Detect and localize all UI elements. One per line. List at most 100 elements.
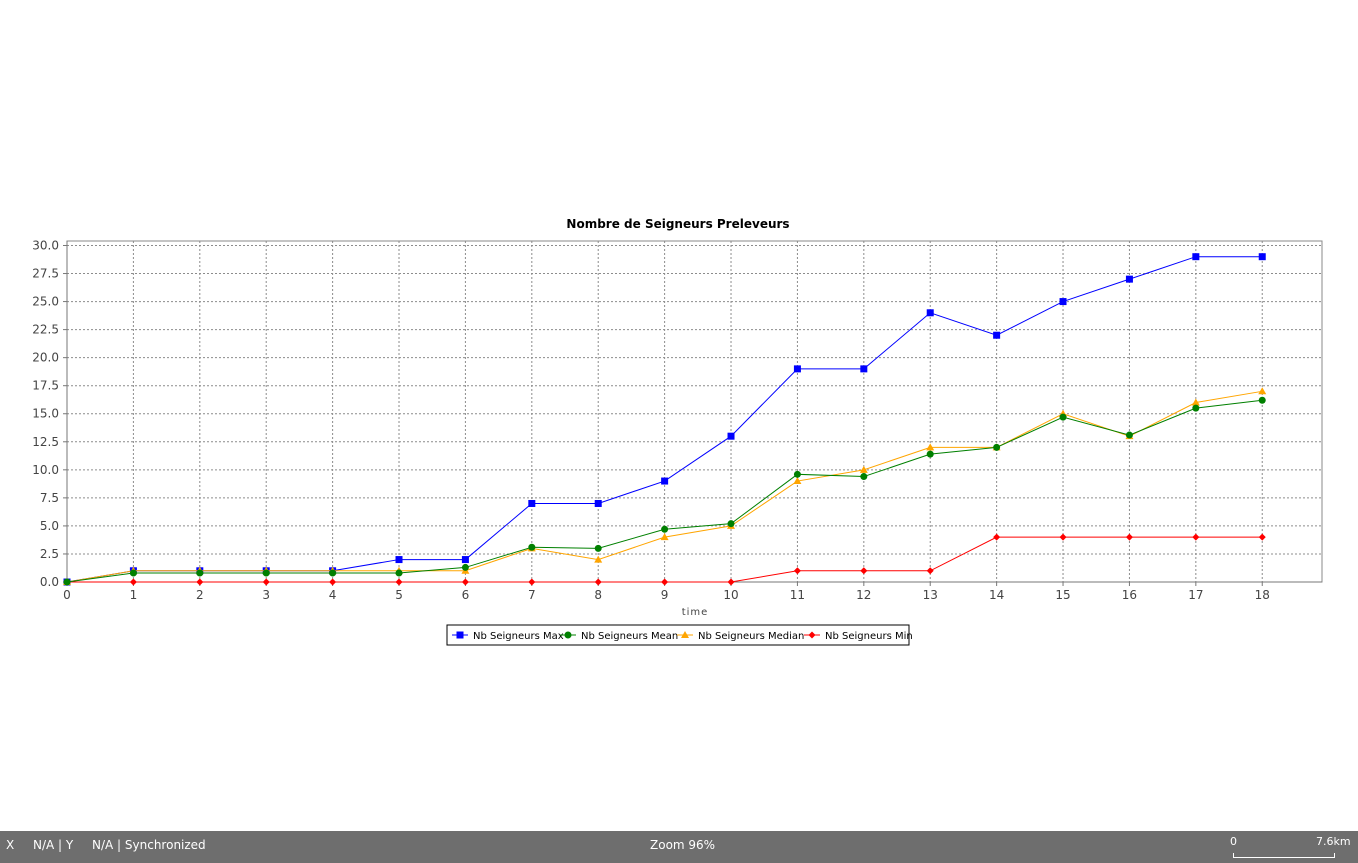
x-tick-label: 1: [130, 588, 138, 602]
data-point: [594, 544, 602, 552]
data-point: [63, 578, 71, 586]
data-point: [1125, 431, 1133, 439]
status-x-value: N/A | Y: [33, 838, 74, 852]
x-tick-label: 0: [63, 588, 71, 602]
x-tick-label: 7: [528, 588, 536, 602]
data-point: [859, 465, 868, 473]
data-point: [461, 578, 469, 586]
x-tick-label: 8: [594, 588, 602, 602]
y-tick-label: 15.0: [32, 407, 59, 421]
data-point: [395, 569, 403, 577]
data-point: [1192, 253, 1200, 261]
data-point: [129, 569, 137, 577]
data-point: [1059, 413, 1067, 421]
data-point: [196, 578, 204, 586]
data-point: [926, 309, 934, 317]
x-tick-label: 3: [262, 588, 270, 602]
data-point: [329, 578, 337, 586]
data-point: [1059, 533, 1067, 541]
status-x-label: X: [6, 838, 15, 852]
x-tick-label: 12: [856, 588, 871, 602]
y-tick-label: 7.5: [40, 491, 59, 505]
status-y-value: N/A | Synchronized: [92, 838, 206, 852]
data-point: [860, 567, 868, 575]
data-point: [660, 533, 669, 541]
data-point: [926, 567, 934, 575]
y-tick-label: 27.5: [32, 267, 59, 281]
scale-end-label: 7.6km: [1316, 835, 1351, 848]
x-axis-label: time: [682, 607, 709, 618]
data-point: [528, 543, 536, 551]
data-point: [926, 450, 934, 458]
data-point: [860, 365, 868, 373]
x-tick-label: 18: [1255, 588, 1270, 602]
plot-area: [67, 241, 1322, 582]
data-point: [129, 578, 137, 586]
chart-title: Nombre de Seigneurs Preleveurs: [566, 217, 789, 231]
data-point: [196, 569, 204, 577]
data-point: [262, 569, 270, 577]
legend-marker: [564, 631, 572, 639]
legend-marker: [681, 631, 689, 638]
data-point: [727, 578, 735, 586]
data-point: [1258, 396, 1266, 404]
x-tick-label: 4: [329, 588, 337, 602]
data-point: [1258, 533, 1266, 541]
data-point: [395, 578, 403, 586]
legend-marker: [456, 631, 464, 639]
data-point: [1059, 298, 1067, 306]
data-point: [661, 525, 669, 533]
data-point: [926, 443, 935, 451]
y-tick-label: 25.0: [32, 295, 59, 309]
data-point: [395, 556, 403, 564]
y-tick-label: 10.0: [32, 463, 59, 477]
data-point: [1125, 275, 1133, 283]
x-tick-label: 5: [395, 588, 403, 602]
x-tick-label: 16: [1122, 588, 1137, 602]
data-point: [793, 365, 801, 373]
y-tick-label: 0.0: [40, 575, 59, 589]
data-point: [993, 443, 1001, 451]
x-tick-label: 9: [661, 588, 669, 602]
data-point: [594, 578, 602, 586]
legend: Nb Seigneurs Max Nb Seigneurs Mean Nb Seig…: [446, 624, 913, 646]
data-point: [860, 473, 868, 481]
data-point: [993, 533, 1001, 541]
x-tick-label: 10: [723, 588, 738, 602]
x-tick-label: 6: [462, 588, 470, 602]
scale-bar: [1233, 853, 1335, 858]
data-point: [1258, 253, 1266, 261]
data-point: [329, 569, 337, 577]
status-bar: X N/A | Y N/A | Synchronized Zoom 96% 0 …: [0, 831, 1358, 863]
data-point: [793, 567, 801, 575]
data-point: [594, 499, 602, 507]
x-tick-label: 14: [989, 588, 1004, 602]
data-point: [594, 555, 603, 563]
legend-label: Nb Seigneurs Median: [698, 631, 804, 642]
data-point: [727, 432, 735, 440]
data-point: [1192, 533, 1200, 541]
y-tick-label: 2.5: [40, 547, 59, 561]
y-tick-label: 20.0: [32, 351, 59, 365]
legend-label: Nb Seigneurs Mean: [581, 631, 678, 642]
legend-label: Nb Seigneurs Max: [473, 631, 564, 642]
data-point: [262, 578, 270, 586]
x-tick-label: 11: [790, 588, 805, 602]
x-tick-label: 17: [1188, 588, 1203, 602]
data-point: [1191, 398, 1200, 406]
data-point: [661, 477, 669, 485]
data-point: [461, 556, 469, 564]
data-point: [661, 578, 669, 586]
data-point: [1192, 404, 1200, 412]
x-tick-label: 15: [1055, 588, 1070, 602]
y-tick-label: 17.5: [32, 379, 59, 393]
data-point: [461, 563, 469, 571]
x-tick-label: 13: [923, 588, 938, 602]
data-point: [528, 499, 536, 507]
data-point: [793, 470, 801, 478]
data-point: [793, 477, 802, 485]
y-tick-label: 12.5: [32, 435, 59, 449]
scale-start-label: 0: [1230, 835, 1237, 848]
data-point: [993, 331, 1001, 339]
